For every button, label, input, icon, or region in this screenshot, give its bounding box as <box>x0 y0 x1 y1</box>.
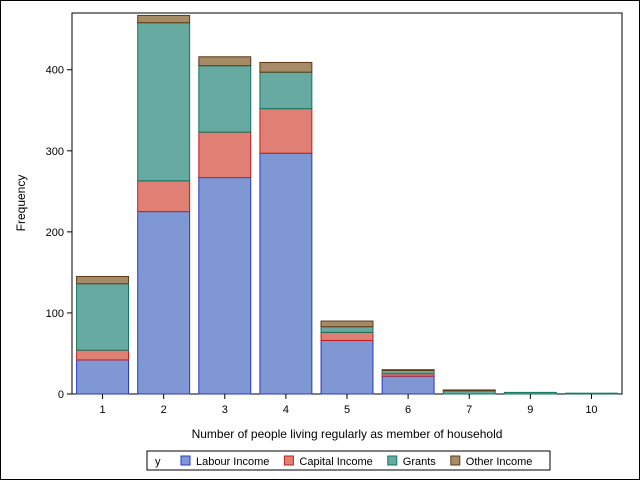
x-tick-label: 10 <box>585 404 597 416</box>
x-axis: 1 2 3 4 5 6 7 9 10 <box>99 394 598 416</box>
bar-segment <box>198 56 252 67</box>
y-tick-label: 100 <box>46 308 64 320</box>
bar-segment <box>198 65 252 133</box>
bar-segment <box>259 61 313 73</box>
bar-segment <box>198 131 252 179</box>
x-tick-label: 9 <box>527 404 533 416</box>
y-tick-label: 0 <box>58 389 64 401</box>
legend-box <box>146 450 551 471</box>
y-tick-label: 200 <box>46 227 64 239</box>
y-tick-label: 300 <box>46 146 64 158</box>
x-tick-label: 6 <box>405 404 411 416</box>
legend-item-label: Capital Income <box>299 456 372 468</box>
x-tick-label: 2 <box>161 404 167 416</box>
legend: y Labour Income Capital Income Grants Other … <box>146 450 551 471</box>
bar-segment <box>259 108 313 154</box>
x-tick-label: 3 <box>222 404 228 416</box>
bar-segment <box>137 14 191 24</box>
bar-segment <box>442 389 496 392</box>
bar-segment <box>137 211 191 395</box>
y-axis: 0 100 200 300 400 <box>46 65 72 401</box>
bar-segment <box>76 359 130 395</box>
legend-item-label: Labour Income <box>196 456 269 468</box>
legend-swatch <box>450 455 461 466</box>
bar-segment <box>259 71 313 110</box>
bar-segment <box>259 152 313 395</box>
bar-segment <box>137 180 191 213</box>
x-tick-label: 4 <box>283 404 289 416</box>
legend-swatch <box>387 455 398 466</box>
bar-segment <box>76 275 130 285</box>
bar-segment <box>381 369 435 371</box>
legend-swatch <box>283 455 294 466</box>
bar-segment <box>198 177 252 395</box>
legend-item-label: Grants <box>403 456 437 468</box>
x-tick-label: 7 <box>466 404 472 416</box>
bar-segment <box>320 326 374 333</box>
bar-segment <box>503 391 557 395</box>
x-axis-label: Number of people living regularly as mem… <box>192 427 503 441</box>
bar-segment <box>564 392 618 395</box>
legend-item-label: Other Income <box>466 456 533 468</box>
x-tick-label: 5 <box>344 404 350 416</box>
y-axis-label: Frequency <box>14 175 28 232</box>
bar-segment <box>320 339 374 395</box>
x-tick-label: 1 <box>99 404 105 416</box>
bars-layer <box>76 14 618 395</box>
bar-segment <box>320 320 374 328</box>
y-tick-label: 400 <box>46 65 64 77</box>
bar-segment <box>76 349 130 361</box>
bar-segment <box>320 331 374 341</box>
legend-title: y <box>155 456 161 468</box>
bar-segment <box>137 22 191 182</box>
bar-segment <box>381 375 435 395</box>
bar-segment <box>76 283 130 351</box>
legend-swatch <box>180 455 191 466</box>
